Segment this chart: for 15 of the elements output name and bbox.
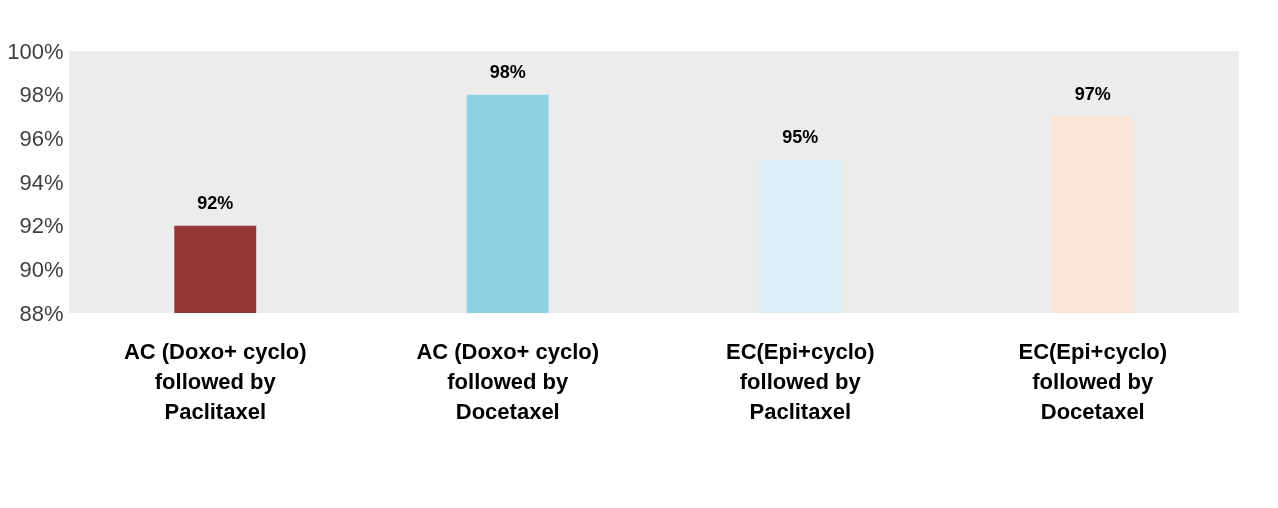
y-tick-label: 98% bbox=[19, 82, 64, 108]
x-tick-label: EC(Epi+cyclo) followed by Paclitaxel bbox=[725, 338, 875, 424]
data-label: 95% bbox=[782, 127, 819, 148]
y-tick-label: 96% bbox=[19, 125, 64, 151]
y-tick-label: 88% bbox=[19, 300, 64, 326]
y-tick-label: 100% bbox=[7, 38, 64, 64]
x-tick-label: AC (Doxo+ cyclo) followed by Docetaxel bbox=[416, 338, 600, 424]
data-label: 97% bbox=[1074, 83, 1111, 104]
x-tick-label: EC(Epi+cyclo) followed by Docetaxel bbox=[1018, 338, 1168, 424]
data-label: 92% bbox=[197, 192, 234, 213]
y-tick-label: 94% bbox=[19, 169, 64, 195]
y-tick-label: 90% bbox=[19, 256, 64, 282]
data-label: 98% bbox=[489, 61, 526, 82]
y-tick-label: 92% bbox=[19, 213, 64, 239]
x-tick-label: AC (Doxo+ cyclo) followed by Paclitaxel bbox=[123, 338, 307, 424]
